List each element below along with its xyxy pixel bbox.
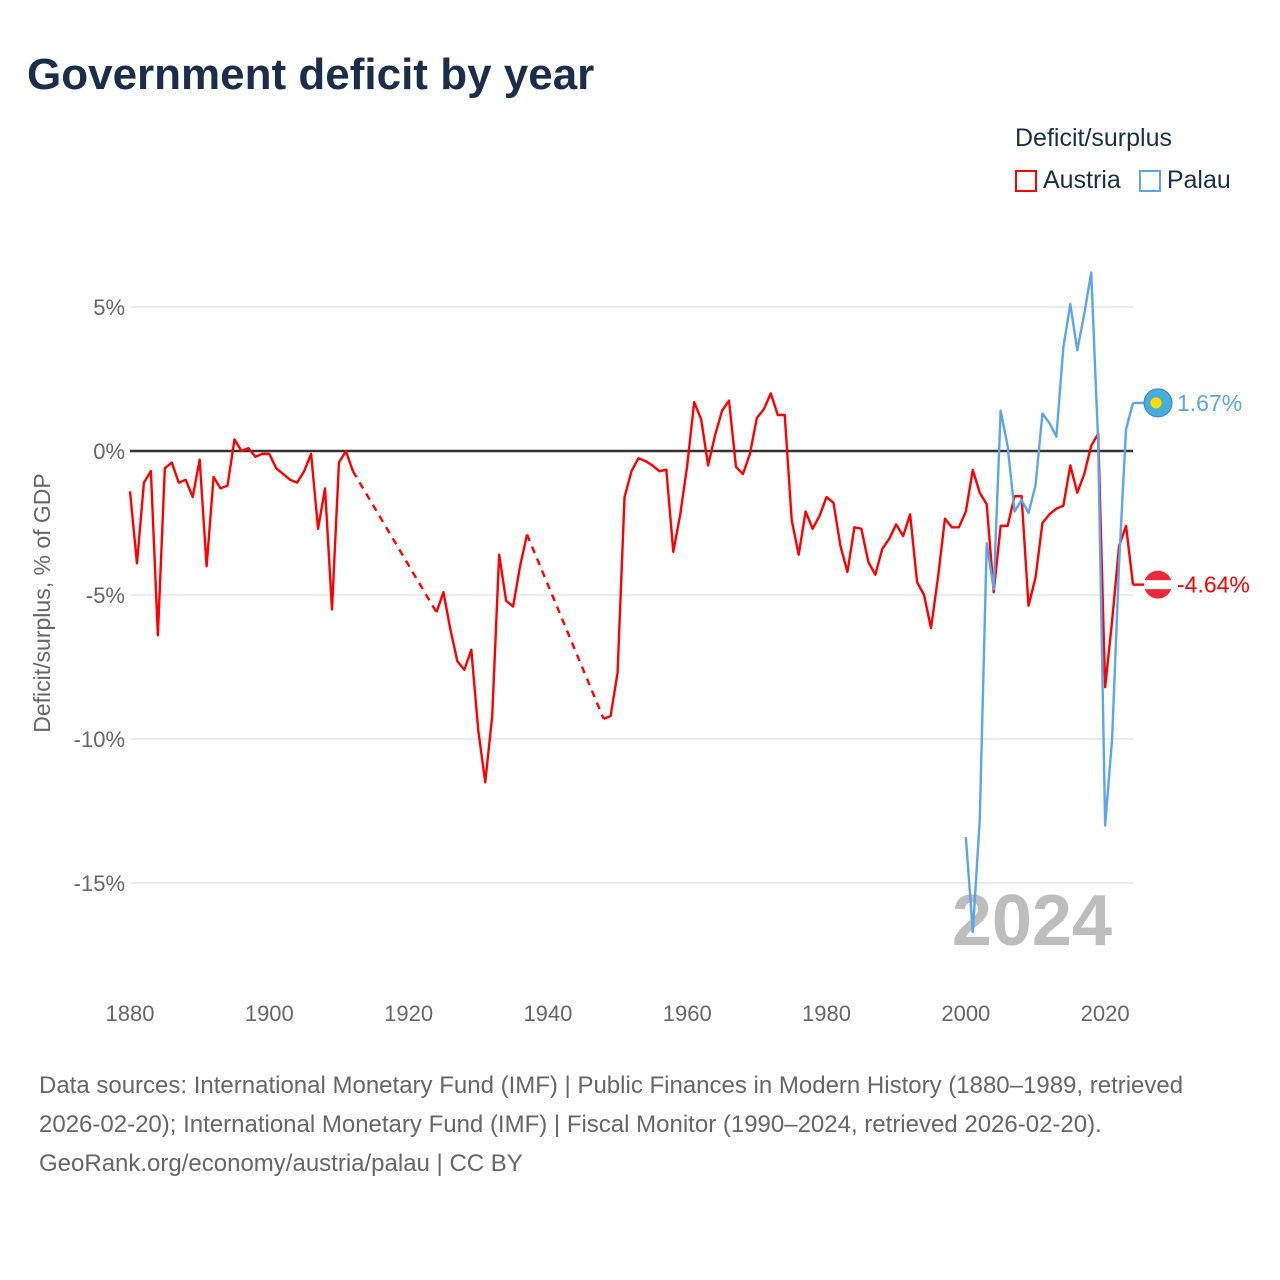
legend-title: Deficit/surplus bbox=[1015, 124, 1172, 152]
legend: Austria Palau bbox=[1015, 166, 1231, 195]
austria-flag-stripe bbox=[1144, 580, 1172, 590]
y-tick-label: -10% bbox=[74, 727, 125, 752]
legend-item-palau[interactable]: Palau bbox=[1138, 166, 1231, 195]
x-tick-label: 2020 bbox=[1081, 1001, 1130, 1026]
end-value-label-austria: -4.64% bbox=[1177, 572, 1250, 598]
y-tick-label: -5% bbox=[86, 583, 125, 608]
x-tick-label: 1900 bbox=[245, 1001, 294, 1026]
end-value-label-palau: 1.67% bbox=[1177, 390, 1242, 416]
series-line-austria bbox=[603, 392, 1135, 720]
x-tick-label: 1940 bbox=[523, 1001, 572, 1026]
year-watermark: 2024 bbox=[952, 881, 1112, 961]
chart-plot: 5% 0% -5% -10% -15% 1880 1900 1920 1940 1960 1980 2… bbox=[29, 271, 1250, 1026]
chart-title: Government deficit by year bbox=[27, 50, 595, 99]
series-gap-austria bbox=[351, 470, 438, 613]
x-tick-label: 1880 bbox=[106, 1001, 155, 1026]
series-line-austria bbox=[435, 534, 529, 784]
series-gap-austria bbox=[525, 534, 605, 720]
legend-item-austria[interactable]: Austria bbox=[1015, 166, 1121, 195]
legend-label: Austria bbox=[1043, 166, 1121, 194]
x-tick-label: 1980 bbox=[802, 1001, 851, 1026]
y-tick-label: -15% bbox=[74, 871, 125, 896]
legend-label: Palau bbox=[1166, 166, 1231, 194]
data-sources: Data sources: International Monetary Fun… bbox=[39, 1072, 1184, 1138]
footer: Data sources: International Monetary Fun… bbox=[39, 1066, 1239, 1183]
y-tick-label: 5% bbox=[93, 295, 125, 320]
series-line-austria bbox=[128, 438, 355, 637]
x-tick-label: 1960 bbox=[663, 1001, 712, 1026]
austria-swatch-icon bbox=[1015, 169, 1037, 192]
credit-link[interactable]: GeoRank.org/economy/austria/palau | CC B… bbox=[39, 1150, 523, 1177]
palau-swatch-icon bbox=[1138, 169, 1161, 192]
x-tick-label: 1920 bbox=[384, 1001, 433, 1026]
x-tick-label: 2000 bbox=[941, 1001, 990, 1026]
y-tick-label: 0% bbox=[93, 439, 125, 464]
series-line-palau bbox=[964, 271, 1135, 934]
palau-flag-moon bbox=[1150, 397, 1162, 409]
y-axis-label: Deficit/surplus, % of GDP bbox=[29, 473, 55, 732]
